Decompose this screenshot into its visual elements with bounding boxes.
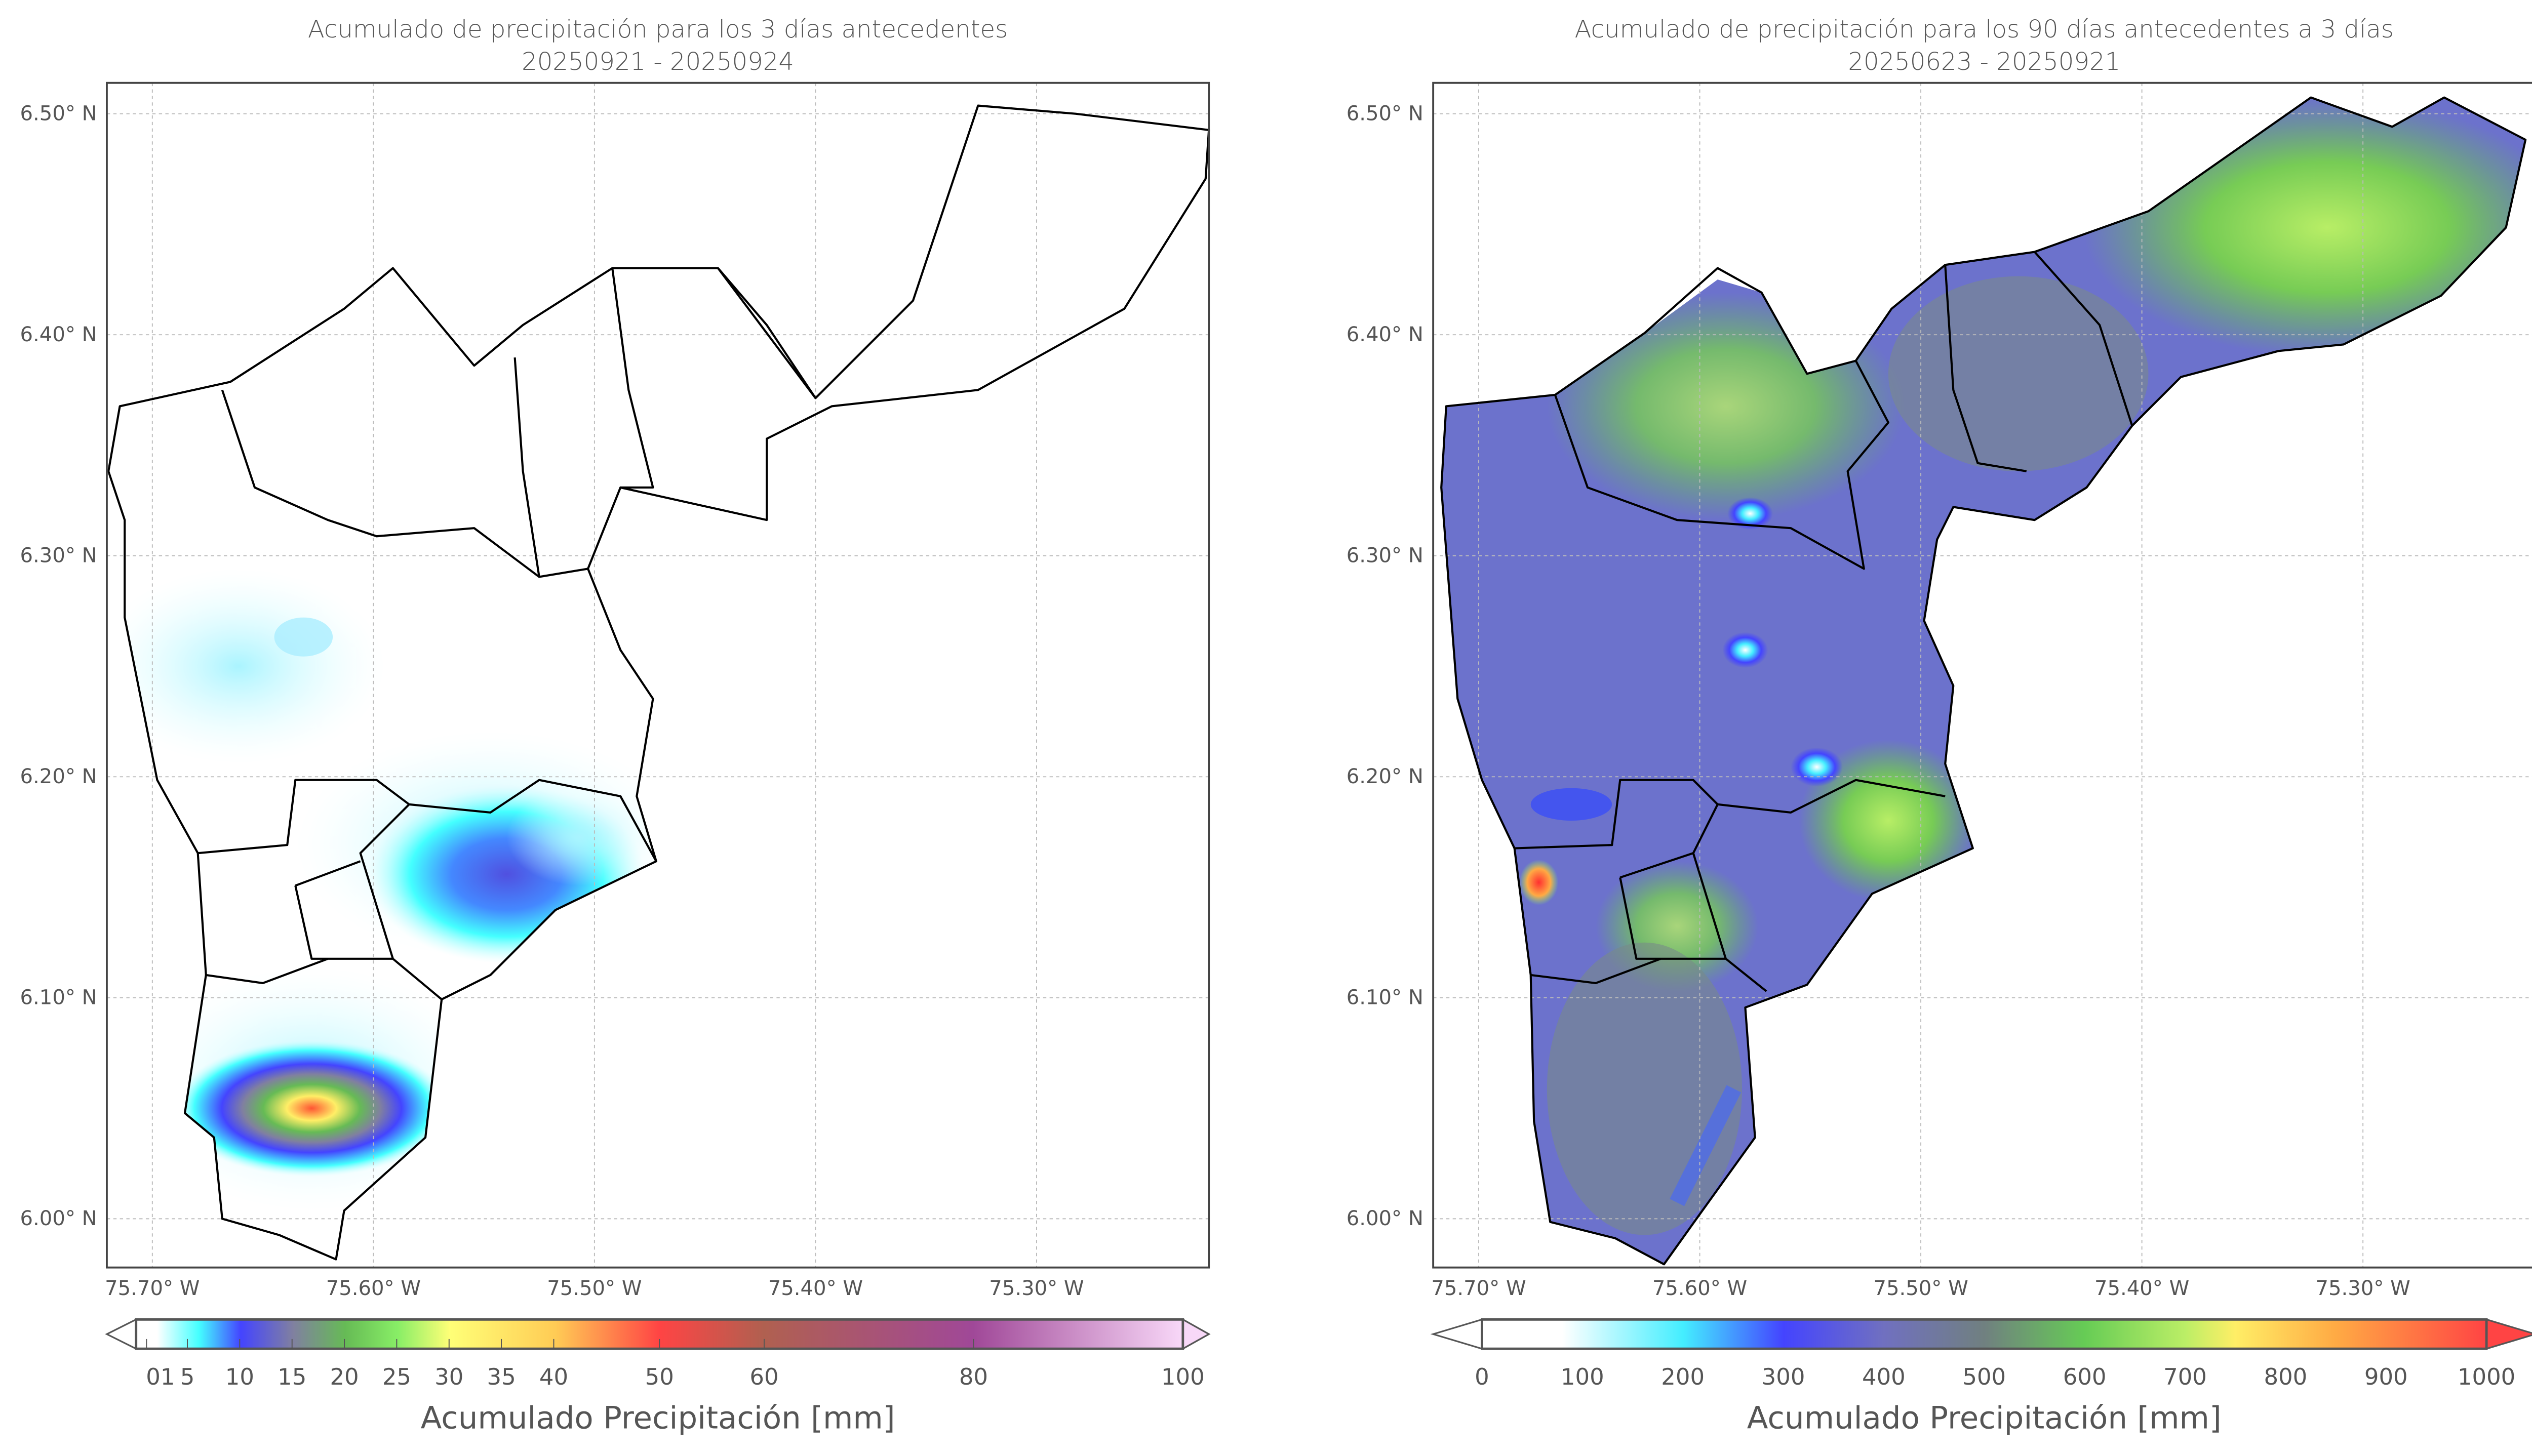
left-colorbar-max-arrow — [1182, 1318, 1211, 1350]
field-blue-streak — [1670, 1085, 1742, 1206]
ytick-label: 6.00° N — [1347, 1207, 1423, 1230]
right-colorbar-max-arrow — [2485, 1318, 2532, 1350]
right-title-line1: Acumulado de precipitación para los 90 d… — [1575, 15, 2394, 44]
right-colorbar-label: Acumulado Precipitación [mm] — [1747, 1400, 2222, 1436]
colorbar-tick-label: 700 — [2163, 1363, 2207, 1390]
right-panel: Acumulado de precipitación para los 90 d… — [1347, 15, 2532, 1436]
right-title-line2: 20250623 - 20250921 — [1848, 48, 2120, 76]
precip-spot-north — [274, 617, 333, 657]
xtick-label: 75.70° W — [1431, 1277, 1526, 1300]
xtick-label: 75.50° W — [547, 1277, 642, 1300]
colorbar-tick-label: 80 — [959, 1363, 988, 1390]
left-title-line1: Acumulado de precipitación para los 3 dí… — [308, 15, 1008, 44]
xtick-label: 75.30° W — [989, 1277, 1084, 1300]
colorbar-tick-label: 600 — [2063, 1363, 2107, 1390]
colorbar-tick-label: 60 — [749, 1363, 778, 1390]
right-colorbar-bar — [1482, 1319, 2487, 1349]
colorbar-tick-label: 25 — [382, 1363, 411, 1390]
ytick-label: 6.10° N — [20, 986, 97, 1009]
colorbar-tick-label: 20 — [330, 1363, 359, 1390]
colorbar-tick-label: 01 — [146, 1363, 175, 1390]
right-colorbar-ticks: 0 100 200 300 400 500 600 700 800 900 1000 — [1475, 1363, 2515, 1390]
colorbar-tick-label: 300 — [1762, 1363, 1805, 1390]
field-spot-2 — [1722, 632, 1768, 668]
precip-blob-south — [173, 1040, 450, 1177]
left-axes-frame — [106, 82, 1210, 1269]
precip-light-north — [108, 569, 385, 764]
right-gridlines — [1433, 83, 2532, 1268]
ytick-label: 6.00° N — [20, 1207, 97, 1230]
ytick-label: 6.50° N — [20, 102, 97, 126]
field-red-west — [1519, 859, 1559, 905]
colorbar-tick-label: 200 — [1661, 1363, 1705, 1390]
colorbar-tick-label: 500 — [1962, 1363, 2006, 1390]
colorbar-tick-label: 400 — [1862, 1363, 1906, 1390]
colorbar-tick-label: 50 — [645, 1363, 674, 1390]
left-colorbar-ticks: 5 10 15 20 25 30 35 40 50 60 80 100 01 — [135, 1339, 1205, 1390]
xtick-label: 75.60° W — [1652, 1277, 1747, 1300]
right-basins — [1440, 96, 2527, 1266]
left-panel: Acumulado de precipitación para los 3 dí… — [20, 15, 1211, 1436]
field-grey-east — [1888, 276, 2149, 471]
colorbar-tick-label: 5 — [180, 1363, 195, 1390]
right-colorbar: 0 100 200 300 400 500 600 700 800 900 1000 Acumula… — [1430, 1318, 2532, 1436]
colorbar-tick-label: 100 — [1161, 1363, 1205, 1390]
left-title-line2: 20250921 - 20250924 — [522, 48, 794, 76]
colorbar-tick-label: 40 — [539, 1363, 568, 1390]
field-spot-3 — [1791, 747, 1843, 787]
field-spot-1 — [1727, 497, 1773, 530]
xtick-label: 75.40° W — [768, 1277, 863, 1300]
colorbar-tick-label: 1000 — [2458, 1363, 2515, 1390]
colorbar-tick-label: 900 — [2364, 1363, 2408, 1390]
field-blue-west — [1530, 788, 1612, 821]
ytick-label: 6.50° N — [1347, 102, 1423, 126]
colorbar-tick-label: 100 — [1561, 1363, 1604, 1390]
left-colorbar-label: Acumulado Precipitación [mm] — [421, 1400, 895, 1436]
ytick-label: 6.40° N — [1347, 323, 1423, 346]
left-axis-ticks: 6.50° N 6.40° N 6.30° N 6.20° N 6.10° N 6.00°… — [20, 102, 1084, 1301]
ytick-label: 6.40° N — [20, 323, 97, 346]
left-colorbar: 5 10 15 20 25 30 35 40 50 60 80 100 01 Acumulado Pre… — [105, 1318, 1211, 1436]
ytick-label: 6.30° N — [20, 544, 97, 568]
colorbar-tick-label: 35 — [487, 1363, 516, 1390]
right-axes-frame — [1432, 82, 2532, 1269]
ytick-label: 6.20° N — [1347, 765, 1423, 788]
left-precip-field — [108, 569, 686, 1211]
right-axis-ticks: 6.50° N 6.40° N 6.30° N 6.20° N 6.10° N 6.00°… — [1347, 102, 2410, 1301]
colorbar-tick-label: 10 — [225, 1363, 254, 1390]
colorbar-tick-label: 15 — [278, 1363, 306, 1390]
ytick-label: 6.10° N — [1347, 986, 1423, 1009]
xtick-label: 75.60° W — [326, 1277, 421, 1300]
xtick-label: 75.70° W — [105, 1277, 200, 1300]
xtick-label: 75.50° W — [1873, 1277, 1968, 1300]
xtick-label: 75.30° W — [2316, 1277, 2410, 1300]
precip-light-east — [506, 788, 653, 886]
colorbar-tick-label: 800 — [2264, 1363, 2307, 1390]
field-grey-south — [1547, 942, 1743, 1235]
ytick-label: 6.30° N — [1347, 544, 1423, 568]
field-green-southeast — [1799, 739, 1978, 902]
left-basins — [107, 104, 1210, 1261]
ytick-label: 6.20° N — [20, 765, 97, 788]
colorbar-tick-label: 0 — [1475, 1363, 1489, 1390]
colorbar-tick-label: 30 — [434, 1363, 463, 1390]
xtick-label: 75.40° W — [2094, 1277, 2189, 1300]
